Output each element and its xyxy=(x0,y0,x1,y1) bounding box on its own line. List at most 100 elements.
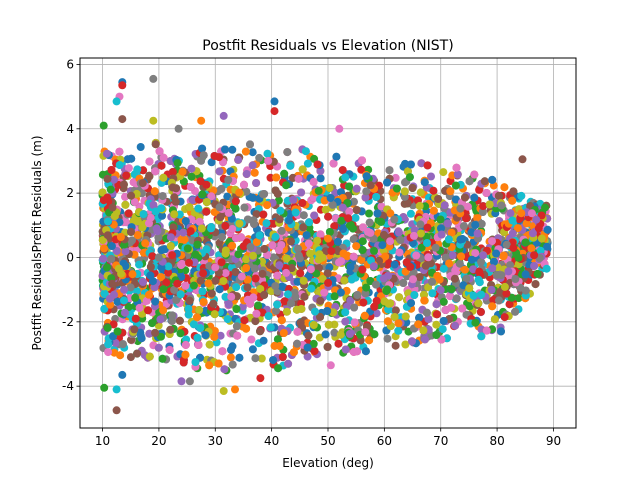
data-point xyxy=(330,328,339,337)
data-point xyxy=(252,238,261,247)
data-point xyxy=(478,208,487,216)
data-point xyxy=(409,275,417,284)
data-point xyxy=(215,167,224,176)
data-point xyxy=(477,219,486,228)
data-point xyxy=(372,309,381,318)
data-point xyxy=(537,211,546,220)
data-point xyxy=(415,273,424,282)
data-point xyxy=(282,181,291,190)
data-point xyxy=(330,222,339,231)
data-point xyxy=(150,187,159,196)
data-point xyxy=(377,217,386,226)
data-point xyxy=(242,187,251,196)
data-point xyxy=(488,302,497,311)
data-point xyxy=(517,191,526,200)
data-point xyxy=(309,177,318,186)
data-point xyxy=(231,204,240,213)
data-point xyxy=(447,228,456,237)
data-point xyxy=(194,341,203,349)
data-point xyxy=(227,292,236,301)
data-point xyxy=(185,296,194,305)
data-point xyxy=(302,231,311,240)
data-point xyxy=(189,281,198,290)
data-point xyxy=(458,304,467,313)
data-point xyxy=(416,220,425,229)
data-point xyxy=(228,360,237,369)
data-point xyxy=(273,300,282,309)
data-point xyxy=(446,187,455,196)
data-point xyxy=(221,292,230,301)
data-point xyxy=(118,340,127,349)
data-point xyxy=(242,264,251,272)
data-point xyxy=(439,297,448,306)
data-point xyxy=(296,269,305,278)
data-point xyxy=(132,287,141,295)
data-point xyxy=(275,342,284,350)
data-point xyxy=(339,225,347,234)
data-point xyxy=(226,353,235,362)
data-point xyxy=(357,255,366,264)
data-point xyxy=(157,273,166,282)
data-point xyxy=(108,203,117,212)
data-point xyxy=(100,304,109,313)
data-point xyxy=(216,331,225,340)
data-point xyxy=(450,274,459,283)
data-point xyxy=(139,248,148,257)
data-point xyxy=(448,251,457,260)
data-point xyxy=(309,339,318,348)
data-point xyxy=(383,334,392,343)
data-point xyxy=(403,199,412,208)
data-point xyxy=(144,306,152,315)
data-point xyxy=(111,338,120,347)
data-point xyxy=(341,308,350,317)
data-point xyxy=(323,307,332,315)
data-point xyxy=(298,199,307,207)
data-point xyxy=(282,268,291,277)
data-point xyxy=(428,289,437,298)
data-point xyxy=(263,149,272,158)
data-point xyxy=(366,277,375,285)
data-point xyxy=(446,292,455,301)
data-point xyxy=(218,347,227,356)
data-point xyxy=(156,315,165,324)
data-point xyxy=(291,208,300,217)
data-point xyxy=(352,242,361,251)
data-point xyxy=(370,246,378,255)
data-point xyxy=(490,315,499,324)
data-point xyxy=(358,237,367,246)
data-point xyxy=(228,225,237,233)
data-point xyxy=(294,244,303,253)
data-point xyxy=(421,335,429,344)
data-point xyxy=(323,269,332,278)
data-point xyxy=(310,347,319,356)
data-point xyxy=(215,285,224,294)
data-point xyxy=(241,147,250,156)
data-point xyxy=(347,275,356,284)
data-point xyxy=(386,237,395,246)
data-point xyxy=(497,327,505,336)
data-point xyxy=(380,230,388,239)
data-point xyxy=(121,247,130,256)
data-point xyxy=(416,188,425,197)
data-point xyxy=(269,356,278,365)
data-point xyxy=(383,178,392,187)
data-point xyxy=(384,259,393,267)
data-point xyxy=(320,196,329,205)
data-point xyxy=(196,324,205,332)
data-point xyxy=(423,161,432,170)
data-point xyxy=(127,191,136,200)
data-point xyxy=(458,235,467,243)
data-point xyxy=(441,253,450,262)
data-point xyxy=(424,315,433,323)
data-point xyxy=(240,180,248,189)
data-point xyxy=(191,250,200,259)
data-point xyxy=(211,276,220,285)
data-point xyxy=(126,283,135,292)
data-point xyxy=(183,244,192,253)
data-point xyxy=(205,361,214,370)
data-point xyxy=(358,246,367,254)
data-point xyxy=(272,173,281,182)
data-point xyxy=(511,307,520,316)
data-point xyxy=(162,278,171,287)
